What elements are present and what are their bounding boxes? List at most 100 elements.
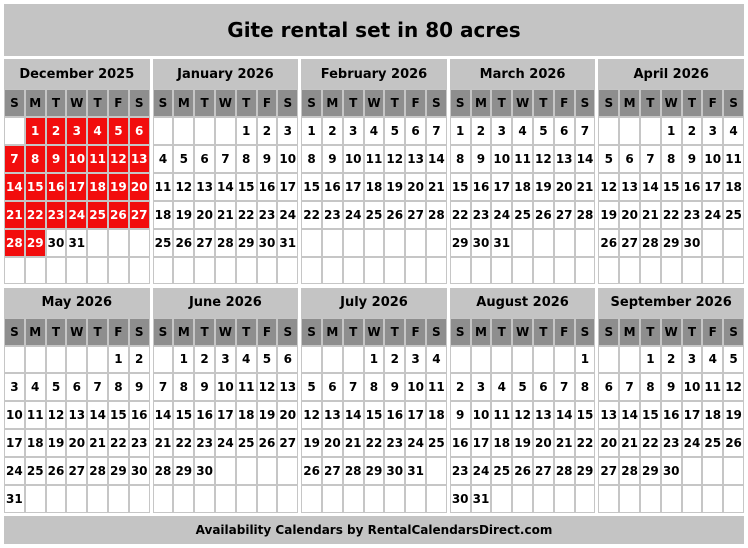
empty-day-cell (342, 485, 364, 513)
day-cell: 12 (723, 373, 744, 402)
day-cell: 1 (24, 117, 46, 145)
empty-day-cell (598, 485, 620, 513)
empty-day-cell (214, 457, 236, 486)
weekday-cell: S (128, 317, 150, 346)
day-cell: 30 (256, 228, 278, 257)
day-cell: 21 (4, 200, 25, 229)
day-cell: 13 (619, 172, 640, 201)
empty-day-cell (639, 485, 661, 513)
footer-credit: Availability Calendars by RentalCalendar… (4, 516, 744, 544)
day-cell: 1 (173, 345, 195, 374)
empty-day-cell (214, 485, 236, 513)
day-cell: 23 (660, 429, 682, 458)
day-cell: 2 (45, 117, 67, 145)
day-cell: 8 (639, 373, 661, 402)
empty-day-cell (342, 345, 364, 374)
day-cell: 17 (342, 172, 364, 201)
empty-day-cell (107, 256, 129, 285)
day-cell: 9 (660, 373, 682, 402)
weekday-cell: F (256, 89, 278, 117)
day-cell: 5 (45, 373, 67, 402)
weekday-cell: W (363, 317, 385, 346)
weekday-cell: T (194, 317, 215, 346)
month-title: December 2025 (4, 59, 150, 89)
day-cell: 22 (449, 200, 471, 229)
day-cell: 23 (194, 429, 215, 458)
day-cell: 2 (449, 373, 471, 402)
day-cell: 30 (45, 228, 67, 257)
month-title: June 2026 (152, 287, 299, 318)
day-cell: 10 (4, 401, 25, 430)
day-cell: 10 (277, 144, 299, 173)
day-cell: 31 (491, 228, 513, 257)
day-cell: 28 (425, 200, 447, 229)
day-cell: 31 (66, 228, 88, 257)
weekday-cell: W (363, 89, 385, 117)
day-cell: 7 (639, 144, 661, 173)
empty-day-cell (277, 256, 299, 285)
weekday-cell: S (723, 89, 744, 117)
day-cell: 22 (301, 200, 322, 229)
day-cell: 23 (384, 429, 406, 458)
empty-day-cell (512, 345, 533, 374)
day-cell: 28 (4, 228, 25, 257)
day-cell: 8 (660, 144, 682, 173)
day-cell: 25 (235, 429, 257, 458)
empty-day-cell (363, 228, 385, 257)
empty-day-cell (425, 228, 447, 257)
empty-day-cell (491, 256, 513, 285)
days-grid: 1 2 3 4 5 6 7 8 9 10 11 12 13 14 15 16 17 18 19 20 21 22 23 24 2… (449, 117, 596, 285)
days-grid: 1 2 3 4 5 6 7 8 9 10 11 12 13 14 15 16 17 18 19 20 21 22 23 24 2… (301, 345, 447, 514)
day-cell: 17 (491, 172, 513, 201)
day-cell: 20 (553, 172, 575, 201)
day-cell: 26 (301, 457, 322, 486)
day-cell: 1 (235, 117, 257, 145)
day-cell: 19 (512, 429, 533, 458)
day-cell: 18 (235, 401, 257, 430)
day-cell: 7 (553, 373, 575, 402)
day-cell: 13 (128, 144, 150, 173)
day-cell: 16 (449, 429, 471, 458)
weekday-cell: S (277, 317, 299, 346)
day-cell: 22 (639, 429, 661, 458)
day-cell: 30 (470, 228, 492, 257)
day-cell: 12 (532, 144, 554, 173)
weekday-cell: T (45, 89, 67, 117)
day-cell: 22 (107, 429, 129, 458)
empty-day-cell (214, 117, 236, 145)
day-cell: 28 (152, 457, 174, 486)
day-cell: 3 (342, 117, 364, 145)
day-cell: 7 (425, 117, 447, 145)
day-cell: 7 (574, 117, 596, 145)
day-cell: 17 (681, 401, 703, 430)
empty-day-cell (24, 485, 46, 513)
day-cell: 30 (660, 457, 682, 486)
day-cell: 31 (277, 228, 299, 257)
empty-day-cell (491, 345, 513, 374)
month-title: August 2026 (449, 287, 596, 318)
day-cell: 5 (256, 345, 278, 374)
weekday-cell: M (470, 89, 492, 117)
days-grid: 1 2 3 4 5 6 7 8 9 10 11 12 13 14 15 16 17 18 19 20 21 22 23 24 2… (449, 345, 596, 514)
day-cell: 20 (598, 429, 620, 458)
empty-day-cell (194, 117, 215, 145)
day-cell: 5 (723, 345, 744, 374)
empty-day-cell (553, 228, 575, 257)
day-cell: 22 (574, 429, 596, 458)
weekday-cell: M (173, 317, 195, 346)
empty-day-cell (107, 228, 129, 257)
empty-day-cell (363, 256, 385, 285)
day-cell: 28 (639, 228, 661, 257)
day-cell: 7 (4, 144, 25, 173)
weekday-cell: S (4, 89, 25, 117)
day-cell: 31 (405, 457, 426, 486)
empty-day-cell (152, 117, 174, 145)
day-cell: 16 (194, 401, 215, 430)
empty-day-cell (107, 485, 129, 513)
empty-day-cell (235, 457, 257, 486)
days-grid: 1 2 3 4 5 6 7 8 9 10 11 12 13 14 15 16 17 18 19 20 21 22 23 24 2… (152, 345, 299, 514)
